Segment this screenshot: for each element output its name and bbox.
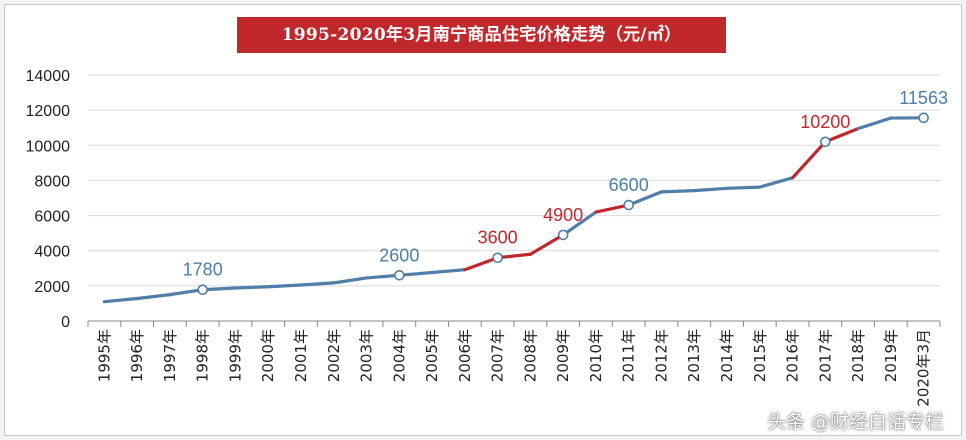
x-tick-label: 2009年 (554, 329, 572, 382)
line-segment (201, 286, 238, 292)
data-label: 4900 (543, 205, 583, 225)
line-segment-surge (463, 256, 500, 272)
chart-frame (4, 4, 962, 436)
data-point-marker (394, 270, 405, 281)
y-tick-label: 10000 (26, 138, 71, 155)
x-tick-label: 2008年 (521, 329, 539, 382)
x-tick-label: 2000年 (259, 329, 277, 382)
source-credit: 头条 @财经白话专栏 (766, 411, 944, 433)
line-segment (266, 283, 303, 289)
data-point-marker (557, 229, 569, 241)
x-tick-label: 2018年 (849, 329, 867, 382)
x-tick-label: 2017年 (816, 329, 834, 382)
x-tick-label: 2019年 (882, 329, 900, 382)
x-tick-label: 1997年 (161, 329, 179, 382)
data-label: 2600 (379, 245, 419, 265)
x-tick-label: 2005年 (423, 329, 441, 382)
y-tick-label: 2000 (34, 279, 70, 296)
y-tick-label: 0 (61, 314, 70, 331)
line-segment (561, 210, 598, 237)
x-tick-label: 2015年 (751, 329, 769, 382)
x-tick-label: 2006年 (456, 329, 474, 382)
x-tick-label: 1996年 (128, 329, 146, 382)
x-tick-label: 2012年 (652, 329, 670, 382)
line-segment-surge (790, 140, 827, 180)
x-tick-label: 2013年 (685, 329, 703, 382)
data-point-marker (918, 112, 929, 124)
line-segment (364, 273, 401, 280)
x-tick-label: 2020年3月 (915, 329, 933, 407)
data-label: 6600 (609, 175, 649, 195)
data-point-marker (197, 284, 208, 296)
y-tick-label: 6000 (34, 209, 70, 226)
chart-title: 1995-2020年3月南宁商品住宅价格走势（元/㎡） (237, 17, 726, 53)
data-label: 11563 (899, 88, 948, 108)
line-segment-surge (823, 126, 860, 144)
line-segment (332, 276, 369, 285)
x-tick-label: 2002年 (325, 329, 343, 382)
line-segment (233, 285, 270, 290)
data-label: 10200 (800, 112, 850, 132)
data-label: 3600 (478, 228, 518, 248)
x-tick-label: 2004年 (390, 329, 408, 382)
data-point-marker (623, 199, 634, 211)
x-tick-label: 2003年 (358, 329, 376, 382)
x-tick-label: 1995年 (95, 329, 113, 382)
x-tick-label: 2007年 (489, 329, 507, 382)
line-segment (299, 281, 336, 287)
y-tick-label: 4000 (34, 244, 70, 261)
x-tick-label: 1998年 (194, 329, 212, 382)
line-segment (659, 189, 696, 194)
x-tick-label: 1999年 (226, 329, 244, 382)
line-segment (627, 190, 664, 207)
y-tick-label: 14000 (26, 68, 71, 85)
line-segment (168, 288, 205, 297)
data-point-marker (820, 136, 831, 148)
data-label: 1780 (183, 260, 223, 280)
line-segment (758, 176, 795, 189)
x-tick-label: 2011年 (620, 329, 638, 382)
line-segment (856, 116, 893, 131)
line-segment (397, 270, 434, 277)
line-segment (692, 186, 729, 193)
x-tick-label: 2016年 (784, 329, 802, 382)
line-segment (430, 268, 467, 275)
line-segment (725, 185, 762, 190)
line-segment-surge (528, 233, 565, 256)
line-segment-surge (496, 252, 532, 260)
line-segment (135, 293, 172, 301)
x-tick-label: 2014年 (718, 329, 736, 382)
x-tick-label: 2001年 (292, 329, 310, 382)
x-tick-label: 2010年 (587, 329, 605, 382)
y-tick-label: 12000 (26, 103, 71, 120)
data-point-marker (492, 252, 503, 264)
y-tick-label: 8000 (34, 173, 70, 190)
line-segment (102, 296, 139, 304)
line-segment-surge (594, 203, 631, 214)
